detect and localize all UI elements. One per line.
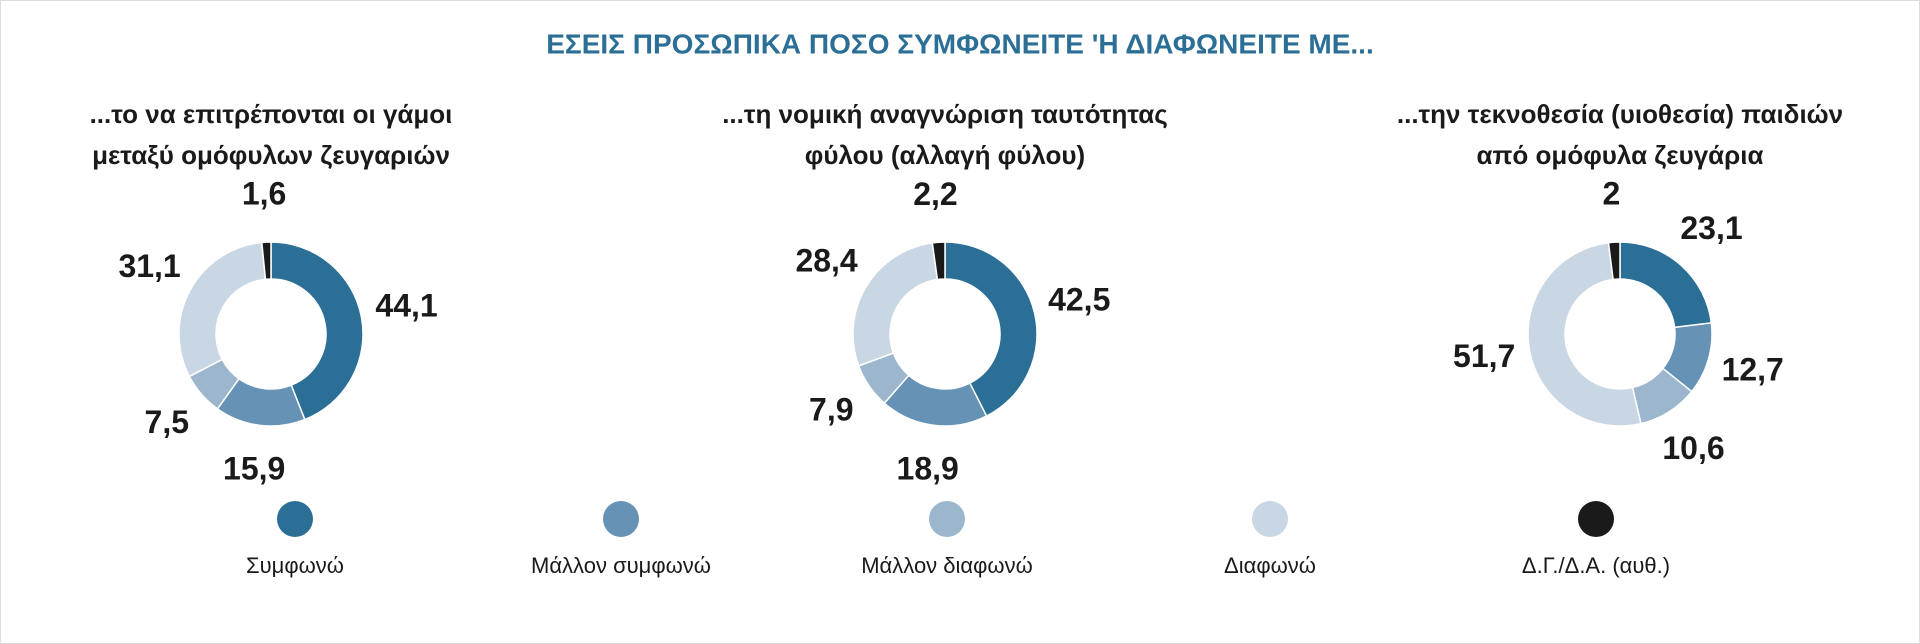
legend-swatch xyxy=(1578,501,1614,537)
value-label: 2,2 xyxy=(913,176,957,212)
value-label: 7,5 xyxy=(145,404,189,440)
donut-segment xyxy=(944,241,1038,418)
value-label: 28,4 xyxy=(795,243,857,279)
legend-swatch xyxy=(277,501,313,537)
chart-title: ...το να επιτρέπονται οι γάμοι xyxy=(90,99,453,129)
donut-segment xyxy=(931,241,946,281)
chart-title: από ομόφυλα ζευγάρια xyxy=(1477,140,1764,170)
value-label: 42,5 xyxy=(1048,281,1110,317)
donut-segment xyxy=(260,241,272,281)
chart-title: μεταξύ ομόφυλων ζευγαριών xyxy=(92,140,450,170)
chart-title: φύλου (αλλαγή φύλου) xyxy=(805,140,1085,170)
legend-swatch xyxy=(929,501,965,537)
legend-label: Συμφωνώ xyxy=(246,553,344,578)
value-label: 31,1 xyxy=(118,248,180,284)
value-label: 10,6 xyxy=(1662,430,1724,466)
value-label: 44,1 xyxy=(375,288,437,324)
legend-swatch xyxy=(603,501,639,537)
chart-title: ...την τεκνοθεσία (υιοθεσία) παιδιών xyxy=(1397,99,1843,129)
donut-segment xyxy=(1607,241,1621,281)
value-label: 23,1 xyxy=(1680,210,1742,246)
legend-label: Μάλλον διαφωνώ xyxy=(861,553,1033,578)
main-title: ΕΣΕΙΣ ΠΡΟΣΩΠΙΚΑ ΠΟΣΟ ΣΥΜΦΩΝΕΙΤΕ 'Η ΔΙΑΦΩ… xyxy=(546,28,1374,59)
donut-segment xyxy=(270,241,364,421)
value-label: 2 xyxy=(1602,176,1620,212)
chart-title: ...τη νομική αναγνώριση ταυτότητας xyxy=(722,99,1168,129)
legend-label: Διαφωνώ xyxy=(1224,553,1316,578)
donut-segment xyxy=(852,242,939,367)
legend-label: Μάλλον συμφωνώ xyxy=(531,553,711,578)
legend-swatch xyxy=(1252,501,1288,537)
legend-label: Δ.Γ./Δ.Α. (αυθ.) xyxy=(1522,553,1670,578)
donut-segment xyxy=(1527,241,1642,427)
value-label: 15,9 xyxy=(223,450,285,486)
value-label: 51,7 xyxy=(1453,338,1515,374)
value-label: 1,6 xyxy=(242,176,286,212)
value-label: 7,9 xyxy=(809,392,853,428)
value-label: 12,7 xyxy=(1722,351,1784,387)
value-label: 18,9 xyxy=(897,450,959,486)
donut-segment xyxy=(178,241,267,378)
